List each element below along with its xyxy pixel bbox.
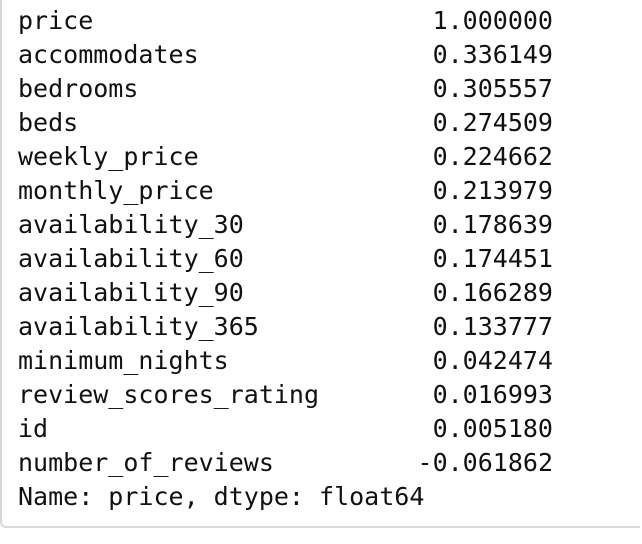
- series-row-label: availability_60: [18, 244, 244, 273]
- series-row: beds 0.274509: [18, 106, 553, 140]
- series-row-label: review_scores_rating: [18, 380, 320, 409]
- series-row: price 1.000000: [18, 4, 553, 38]
- series-row-label: accommodates: [18, 40, 199, 69]
- series-row-value: -0.061862: [417, 448, 553, 477]
- series-row: weekly_price 0.224662: [18, 140, 553, 174]
- series-row-label: beds: [18, 108, 79, 137]
- series-row-value: 0.174451: [432, 244, 553, 273]
- series-row-label: monthly_price: [18, 176, 214, 205]
- series-footer: Name: price, dtype: float64: [18, 482, 425, 511]
- series-row-value: 0.005180: [432, 414, 553, 443]
- series-row: availability_30 0.178639: [18, 208, 553, 242]
- series-row: availability_60 0.174451: [18, 242, 553, 276]
- series-row: id 0.005180: [18, 412, 553, 446]
- series-row: availability_90 0.166289: [18, 276, 553, 310]
- series-row-label: availability_30: [18, 210, 244, 239]
- series-row-value: 0.166289: [432, 278, 553, 307]
- series-row-label: bedrooms: [18, 74, 139, 103]
- series-row-value: 0.042474: [432, 346, 553, 375]
- series-row-label: weekly_price: [18, 142, 199, 171]
- series-row-value: 0.016993: [432, 380, 553, 409]
- series-row-value: 0.274509: [432, 108, 553, 137]
- series-row-value: 0.133777: [432, 312, 553, 341]
- series-row-value: 1.000000: [432, 6, 553, 35]
- notebook-output-area: price 1.000000 accommodates 0.336149 bed…: [0, 0, 640, 528]
- series-row-label: id: [18, 414, 49, 443]
- series-row-value: 0.305557: [432, 74, 553, 103]
- series-row: number_of_reviews -0.061862: [18, 446, 553, 480]
- series-row-value: 0.224662: [432, 142, 553, 171]
- series-row-label: price: [18, 6, 94, 35]
- series-row-label: availability_90: [18, 278, 244, 307]
- series-row-value: 0.336149: [432, 40, 553, 69]
- series-row: availability_365 0.133777: [18, 310, 553, 344]
- series-row: bedrooms 0.305557: [18, 72, 553, 106]
- series-row: review_scores_rating 0.016993: [18, 378, 553, 412]
- series-row-label: minimum_nights: [18, 346, 229, 375]
- series-row: minimum_nights 0.042474: [18, 344, 553, 378]
- series-row-value: 0.178639: [432, 210, 553, 239]
- series-row-label: number_of_reviews: [18, 448, 274, 477]
- series-row: monthly_price 0.213979: [18, 174, 553, 208]
- series-output: price 1.000000 accommodates 0.336149 bed…: [18, 4, 553, 514]
- series-row-value: 0.213979: [432, 176, 553, 205]
- series-row-label: availability_365: [18, 312, 259, 341]
- series-row: accommodates 0.336149: [18, 38, 553, 72]
